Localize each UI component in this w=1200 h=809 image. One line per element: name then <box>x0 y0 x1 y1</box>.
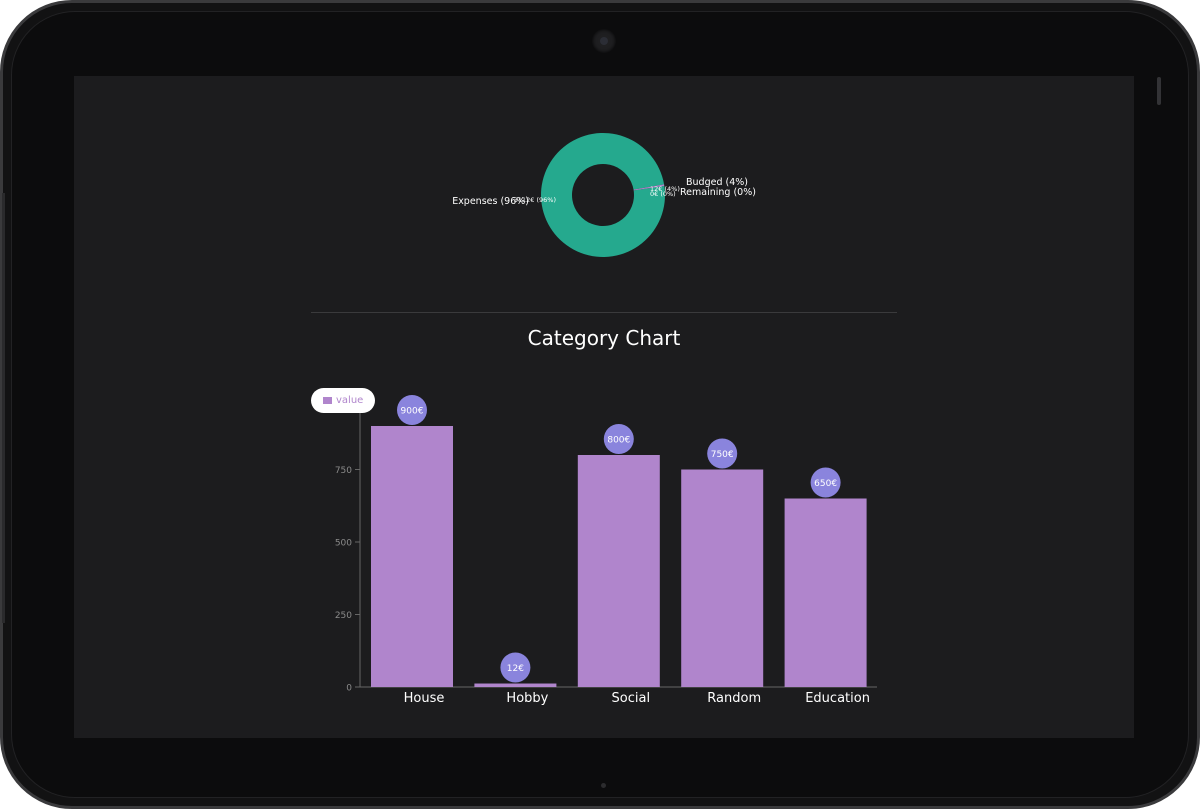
bar-value-label: 12€ <box>507 664 524 674</box>
bar-random <box>681 469 764 687</box>
edge-button <box>2 193 5 623</box>
donut-label-budged: Budged (4%) <box>686 177 748 188</box>
y-tick-label: 250 <box>335 611 352 621</box>
bar-education <box>784 498 867 687</box>
y-tick-label: 750 <box>335 466 352 476</box>
donut-label-expenses: Expenses (96%) <box>452 196 529 207</box>
bar-social <box>577 455 660 687</box>
app-screen: Expenses (96%) Budged (4%) Remaining (0%) 3… <box>74 76 1134 738</box>
bar-value-label: 750€ <box>711 450 734 460</box>
y-tick-label: 500 <box>335 539 352 549</box>
camera-icon <box>592 29 616 53</box>
legend-swatch <box>323 397 332 404</box>
x-tick-label: Hobby <box>506 691 548 706</box>
x-tick-label: House <box>404 691 445 706</box>
bar-value-label: 650€ <box>814 479 837 489</box>
section-divider <box>311 312 897 313</box>
home-indicator <box>601 783 606 788</box>
bar-value-badge <box>603 424 634 454</box>
bar-value-label: 800€ <box>607 436 630 446</box>
donut-value-remaining: 0€ (0%) <box>650 190 676 198</box>
legend-value[interactable]: value <box>311 388 375 413</box>
bar-value-badge <box>810 467 841 498</box>
bar-chart: 0 250 500 750 900€ House 12€ Hobby 800€ Social 750… <box>335 395 877 706</box>
bar-value-badge <box>707 438 738 469</box>
bar-value-label: 900€ <box>401 407 424 417</box>
donut-slice-0 <box>540 132 665 257</box>
donut-value-budged: 12€ (4%) <box>650 185 680 193</box>
side-button <box>1157 77 1161 105</box>
x-tick-label: Social <box>612 691 651 706</box>
bar-chart-title: Category Chart <box>527 326 681 350</box>
x-tick-label: Education <box>805 691 870 706</box>
donut-chart: Expenses (96%) Budged (4%)Remaining (0%) 3… <box>452 132 756 257</box>
legend-label: value <box>336 395 364 406</box>
y-tick-label: 0 <box>346 684 352 694</box>
bar-hobby <box>474 683 557 687</box>
bar-house <box>371 426 453 687</box>
donut-label-remaining: Remaining (0%) <box>680 187 756 198</box>
bar-value-badge <box>500 652 531 683</box>
donut-slice-1 <box>633 184 665 191</box>
donut-value-expenses: 3112€ (96%) <box>514 196 556 204</box>
bar-value-badge <box>397 395 427 425</box>
x-tick-label: Random <box>707 691 761 706</box>
